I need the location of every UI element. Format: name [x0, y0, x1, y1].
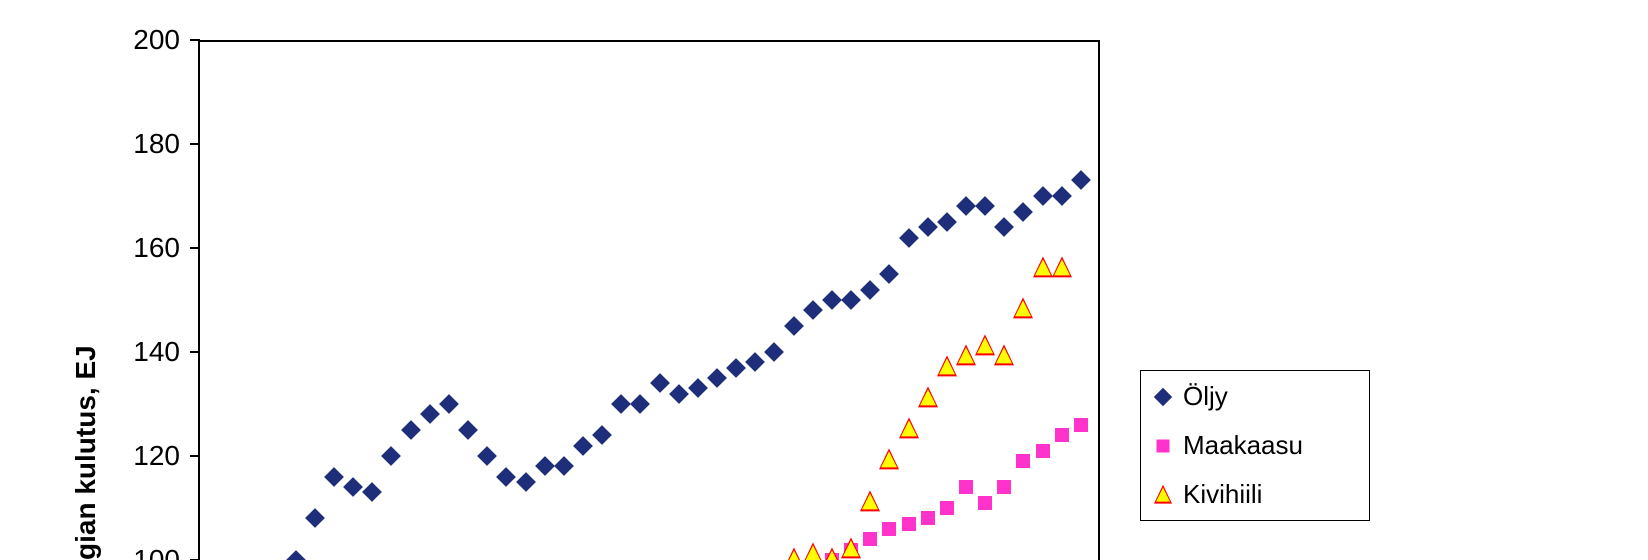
legend-item: Maakaasu [1153, 430, 1357, 461]
triangle-marker [939, 358, 955, 374]
square-marker [940, 501, 954, 515]
legend-label: Maakaasu [1183, 430, 1303, 461]
chart-stage: 100 120 140 160 180 200 gian kulutus, EJ Öljy… [0, 0, 1648, 560]
y-axis-tick-label: 180 [110, 128, 180, 160]
y-axis-tick-label: 100 [110, 544, 180, 560]
diamond-marker [1154, 387, 1172, 405]
triangle-marker [1015, 301, 1031, 317]
square-marker [1055, 428, 1069, 442]
triangle-marker [805, 545, 821, 560]
square-marker [882, 522, 896, 536]
square-marker [1074, 418, 1088, 432]
legend-swatch [1153, 436, 1173, 456]
square-marker [959, 480, 973, 494]
square-marker [863, 532, 877, 546]
legend-item: Kivihiili [1153, 479, 1357, 510]
y-axis-tick [190, 39, 200, 41]
y-axis-title: gian kulutus, EJ [70, 345, 102, 560]
triangle-marker [996, 348, 1012, 364]
triangle-marker [1035, 259, 1051, 275]
triangle-marker [881, 452, 897, 468]
triangle-marker [824, 550, 840, 560]
y-axis-tick-label: 140 [110, 336, 180, 368]
triangle-marker [920, 389, 936, 405]
y-axis-tick [190, 247, 200, 249]
y-axis-tick-label: 160 [110, 232, 180, 264]
square-marker [902, 517, 916, 531]
legend: Öljy Maakaasu Kivihiili [1140, 370, 1370, 521]
square-marker [1036, 444, 1050, 458]
square-marker [921, 511, 935, 525]
triangle-marker [862, 493, 878, 509]
square-marker [1157, 439, 1170, 452]
y-axis-tick-label: 120 [110, 440, 180, 472]
square-marker [1016, 454, 1030, 468]
triangle-marker [1054, 259, 1070, 275]
triangle-marker [843, 540, 859, 556]
triangle-marker [901, 420, 917, 436]
y-axis-tick [190, 455, 200, 457]
y-axis-tick-label: 200 [110, 24, 180, 56]
legend-item: Öljy [1153, 381, 1357, 412]
triangle-marker [1156, 487, 1170, 501]
legend-swatch [1153, 485, 1173, 505]
y-axis-line [198, 40, 200, 560]
triangle-marker [958, 348, 974, 364]
legend-label: Öljy [1183, 381, 1228, 412]
square-marker [997, 480, 1011, 494]
legend-swatch [1153, 387, 1173, 407]
legend-label: Kivihiili [1183, 479, 1262, 510]
y-axis-tick [190, 351, 200, 353]
triangle-marker [786, 550, 802, 560]
y-axis-tick [190, 143, 200, 145]
triangle-marker [977, 337, 993, 353]
square-marker [978, 496, 992, 510]
